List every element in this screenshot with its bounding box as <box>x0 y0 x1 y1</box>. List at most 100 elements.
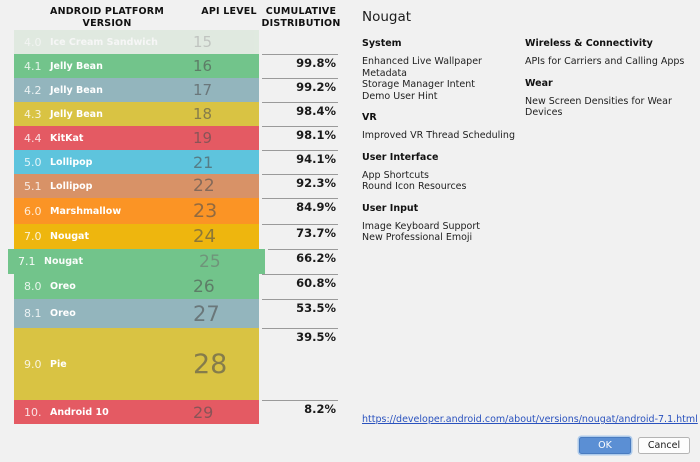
version-bar[interactable]: 8.1 Oreo 27 <box>14 299 259 328</box>
cumulative-distribution-value: 53.5% <box>262 299 338 315</box>
cumulative-distribution-value: 98.4% <box>262 102 338 118</box>
table-row[interactable]: 7.0 Nougat 24 73.7% <box>0 224 352 249</box>
table-row[interactable]: 5.0 Lollipop 21 94.1% <box>0 150 352 174</box>
column-header-version-line1: ANDROID PLATFORM <box>50 6 164 17</box>
version-bar[interactable]: 4.4 KitKat 19 <box>14 126 259 150</box>
column-header-cumulative-line1: CUMULATIVE <box>265 6 337 17</box>
cumulative-distribution-cell: 94.1% <box>262 150 338 174</box>
version-codename: Android 10 <box>50 406 109 418</box>
version-number: 10. <box>24 405 42 419</box>
release-notes-item: Demo User Hint <box>362 90 438 102</box>
release-notes-item: APIs for Carriers and Calling Apps <box>525 56 685 67</box>
release-notes-group-title: Wear <box>525 77 553 89</box>
api-level-value: 15 <box>193 33 213 51</box>
release-notes-item: Round Icon Resources <box>362 181 467 192</box>
table-row[interactable]: 7.1 Nougat 25 66.2% <box>0 249 352 274</box>
version-number: 5.0 <box>24 155 42 169</box>
version-codename: Oreo <box>50 281 76 292</box>
cumulative-distribution-value <box>262 30 338 31</box>
cumulative-distribution-cell: 8.2% <box>262 400 338 424</box>
table-row[interactable]: 8.0 Oreo 26 60.8% <box>0 274 352 299</box>
api-level-value: 22 <box>193 176 215 196</box>
version-bar[interactable]: 5.0 Lollipop 21 <box>14 150 259 174</box>
table-row[interactable]: 4.3 Jelly Bean 18 98.4% <box>0 102 352 126</box>
release-notes-group: User Interface App Shortcuts Round Icon Re… <box>362 152 525 193</box>
cumulative-distribution-cell: 99.2% <box>262 78 338 102</box>
version-bar[interactable]: 5.1 Lollipop 22 <box>14 174 259 198</box>
version-number: 5.1 <box>24 179 42 193</box>
table-row[interactable]: 4.1 Jelly Bean 16 99.8% <box>0 54 352 78</box>
table-row[interactable]: 4.2 Jelly Bean 17 99.2% <box>0 78 352 102</box>
version-bar[interactable]: 4.2 Jelly Bean 17 <box>14 78 259 102</box>
release-notes-group: Wireless & Connectivity APIs for Carriers… <box>525 38 685 68</box>
release-notes-group: VR Improved VR Thread Scheduling <box>362 112 525 142</box>
table-row[interactable]: 10. Android 10 29 8.2% <box>0 400 352 424</box>
table-row[interactable]: 5.1 Lollipop 22 92.3% <box>0 174 352 198</box>
version-number: 7.1 <box>18 255 36 268</box>
version-codename: Lollipop <box>50 156 93 168</box>
version-bar[interactable]: 7.1 Nougat 25 <box>8 249 265 274</box>
release-notes-item: Enhanced Live Wallpaper Metadata <box>362 56 482 79</box>
table-row[interactable]: 4.4 KitKat 19 98.1% <box>0 126 352 150</box>
api-level-value: 16 <box>193 57 213 75</box>
documentation-link[interactable]: https://developer.android.com/about/vers… <box>362 414 698 425</box>
version-bar[interactable]: 7.0 Nougat 24 <box>14 224 259 249</box>
version-codename: Jelly Bean <box>50 108 103 120</box>
release-notes-group-title: User Interface <box>362 151 439 163</box>
cumulative-distribution-value: 73.7% <box>262 224 338 240</box>
release-title: Nougat <box>362 9 412 25</box>
release-notes-item: New Screen Densities for Wear Devices <box>525 95 672 119</box>
table-row[interactable]: 8.1 Oreo 27 53.5% <box>0 299 352 328</box>
cumulative-distribution-value: 8.2% <box>262 400 338 416</box>
release-notes-group-title: Wireless & Connectivity <box>525 38 653 49</box>
version-codename: Ice Cream Sandwich <box>50 36 158 48</box>
cumulative-distribution-cell: 66.2% <box>268 249 338 274</box>
release-notes-group-title: System <box>362 38 402 49</box>
table-row[interactable]: 9.0 Pie 28 39.5% <box>0 328 352 400</box>
table-row[interactable]: 4.0 Ice Cream Sandwich 15 <box>0 30 352 54</box>
version-codename: Jelly Bean <box>50 84 103 96</box>
release-notes-item: Improved VR Thread Scheduling <box>362 130 515 141</box>
version-number: 4.1 <box>24 59 42 73</box>
cumulative-distribution-value: 98.1% <box>262 126 338 142</box>
version-codename: KitKat <box>50 132 84 144</box>
release-notes-item: App Shortcuts <box>362 169 429 181</box>
cumulative-distribution-cell: 39.5% <box>262 328 338 400</box>
release-notes-group: User Input Image Keyboard Support New Prof… <box>362 203 525 244</box>
version-number: 8.0 <box>24 280 42 293</box>
api-level-value: 27 <box>193 301 220 326</box>
cumulative-distribution-value: 92.3% <box>262 174 338 190</box>
version-bar[interactable]: 6.0 Marshmallow 23 <box>14 198 259 224</box>
release-notes-column-right: Wireless & Connectivity APIs for Carriers… <box>525 38 685 254</box>
cumulative-distribution-cell: 60.8% <box>262 274 338 299</box>
release-notes-group-title: User Input <box>362 202 419 214</box>
cumulative-distribution-cell: 84.9% <box>262 198 338 224</box>
version-number: 7.0 <box>24 230 42 243</box>
cumulative-distribution-value: 99.8% <box>262 54 338 70</box>
column-header-cumulative-distribution: CUMULATIVE DISTRIBUTION <box>260 6 342 29</box>
cancel-button[interactable]: Cancel <box>638 437 690 454</box>
version-bar[interactable]: 9.0 Pie 28 <box>14 328 259 400</box>
version-bar[interactable]: 8.0 Oreo 26 <box>14 274 259 299</box>
version-bar[interactable]: 10. Android 10 29 <box>14 400 259 424</box>
release-notes-column-left: System Enhanced Live Wallpaper Metadata St… <box>362 38 525 254</box>
version-codename: Nougat <box>44 256 83 267</box>
version-bar[interactable]: 4.3 Jelly Bean 18 <box>14 102 259 126</box>
api-level-value: 23 <box>193 200 218 222</box>
release-notes-columns: System Enhanced Live Wallpaper Metadata St… <box>362 38 690 254</box>
cumulative-distribution-cell: 92.3% <box>262 174 338 198</box>
cumulative-distribution-cell: 98.1% <box>262 126 338 150</box>
release-notes-group-title: VR <box>362 112 377 123</box>
cumulative-distribution-cell: 98.4% <box>262 102 338 126</box>
table-row[interactable]: 6.0 Marshmallow 23 84.9% <box>0 198 352 224</box>
version-bar[interactable]: 4.1 Jelly Bean 16 <box>14 54 259 78</box>
api-level-value: 28 <box>193 348 228 380</box>
version-bar[interactable]: 4.0 Ice Cream Sandwich 15 <box>14 30 259 54</box>
api-level-value: 18 <box>193 105 213 123</box>
column-header-api-level: API LEVEL <box>201 6 257 17</box>
ok-button[interactable]: OK <box>579 437 631 454</box>
api-level-value: 19 <box>193 129 213 147</box>
platform-distribution-pane: ANDROID PLATFORM VERSION API LEVEL CUMUL… <box>0 6 352 424</box>
version-number: 8.1 <box>24 307 42 320</box>
